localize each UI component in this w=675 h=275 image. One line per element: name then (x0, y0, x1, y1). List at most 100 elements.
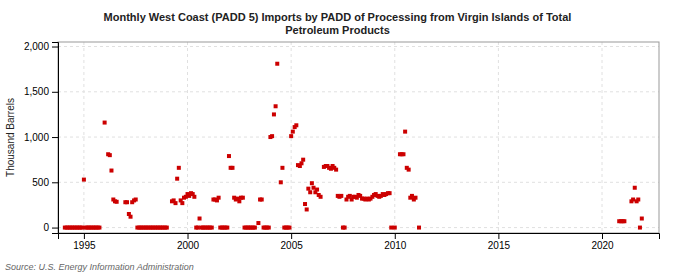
y-axis-domain (52, 43, 59, 234)
point (310, 181, 314, 185)
point (291, 130, 295, 134)
x-axis-tick: 1995 (73, 233, 96, 251)
point (125, 200, 129, 204)
point (180, 201, 184, 205)
y-axis-tick: 2,000 (24, 41, 58, 52)
y-axis-tick-mark (52, 182, 58, 183)
y-axis-tick-mark (52, 47, 58, 48)
source-note: Source: U.S. Energy Information Administ… (5, 262, 194, 272)
x-axis-tick-label: 2010 (384, 240, 407, 251)
point (417, 226, 421, 230)
point (108, 153, 112, 157)
point (638, 226, 642, 230)
point (115, 200, 119, 204)
plot-area: 1995 2000 2005 2010 2015 2020 0 500 1,000 1,500 2,… (24, 41, 660, 251)
x-axis-tick: 2020 (591, 233, 614, 251)
point (192, 195, 196, 199)
y-axis-tick-mark (52, 92, 58, 93)
grid-line-x (187, 42, 188, 233)
x-axis-tick: 2015 (488, 233, 511, 251)
point (210, 226, 214, 230)
point (410, 194, 414, 198)
point (174, 201, 178, 205)
point (109, 169, 113, 173)
point (315, 188, 319, 192)
point (134, 198, 138, 202)
point (301, 158, 305, 162)
plot-frame (58, 42, 659, 233)
point (227, 154, 231, 158)
point (334, 168, 338, 172)
x-axis-tick: 2010 (384, 233, 407, 251)
y-axis-tick: 500 (32, 177, 58, 188)
point (287, 226, 291, 230)
x-axis-tick: 2000 (177, 233, 200, 251)
y-axis: 0 500 1,000 1,500 2,000 (24, 41, 59, 233)
point (198, 217, 202, 221)
chart-svg: 1995 2000 2005 2010 2015 2020 0 500 1,000 1,500 2,… (0, 0, 675, 275)
x-axis-tick-label: 1995 (73, 240, 96, 251)
point (289, 134, 293, 138)
point (348, 194, 352, 198)
y-axis-tick-label: 1,000 (24, 132, 49, 143)
point (413, 196, 417, 200)
chart-title: Monthly West Coast (PADD 5) Imports by P… (104, 11, 572, 36)
point (165, 226, 169, 230)
y-axis-tick-label: 0 (43, 222, 49, 233)
x-axis-tick: 2005 (281, 233, 304, 251)
point (401, 152, 405, 156)
point (308, 190, 312, 194)
point (279, 180, 283, 184)
point (306, 187, 310, 191)
x-axis-tick-label: 2000 (177, 240, 200, 251)
point (280, 166, 284, 170)
y-axis-tick-label: 1,500 (24, 86, 49, 97)
point (393, 226, 397, 230)
x-axis-tick-mark (188, 233, 189, 239)
point (275, 62, 279, 66)
x-axis-tick-mark (291, 233, 292, 239)
point (294, 123, 298, 127)
point (241, 196, 245, 200)
x-axis-tick-mark (395, 233, 396, 239)
point (622, 219, 626, 223)
point (129, 215, 133, 219)
x-axis-tick-label: 2020 (591, 240, 614, 251)
point (388, 191, 392, 195)
point (407, 168, 411, 172)
point (253, 226, 257, 230)
x-axis-domain (59, 234, 660, 240)
x-axis-tick-mark (498, 233, 499, 239)
point (267, 226, 271, 230)
point (633, 186, 637, 190)
y-axis-tick-mark (52, 137, 58, 138)
point (270, 134, 274, 138)
point (631, 198, 635, 202)
chart-container: 1995 2000 2005 2010 2015 2020 0 500 1,000 1,500 2,… (0, 0, 675, 275)
point (339, 194, 343, 198)
y-axis-tick: 1,500 (24, 86, 58, 97)
y-axis-tick: 0 (43, 222, 58, 233)
point (389, 226, 393, 230)
point (196, 226, 200, 230)
y-axis-title: Thousand Barrels (5, 98, 16, 177)
point (343, 226, 347, 230)
grid-line-y (58, 137, 659, 138)
y-axis-tick-mark (52, 228, 58, 229)
x-axis-tick-mark (84, 233, 85, 239)
point (217, 196, 221, 200)
grid-line-y (58, 91, 659, 92)
point (319, 195, 323, 199)
point (225, 226, 229, 230)
x-axis-tick-mark (602, 233, 603, 239)
points (63, 62, 644, 230)
grid-line-x (602, 42, 603, 233)
y-axis-tick-label: 500 (32, 177, 49, 188)
point (237, 199, 241, 203)
point (312, 186, 316, 190)
point (82, 178, 86, 182)
grid-line-y (58, 46, 659, 47)
point (97, 226, 101, 230)
x-axis: 1995 2000 2005 2010 2015 2020 (59, 233, 660, 251)
grid (58, 42, 659, 233)
